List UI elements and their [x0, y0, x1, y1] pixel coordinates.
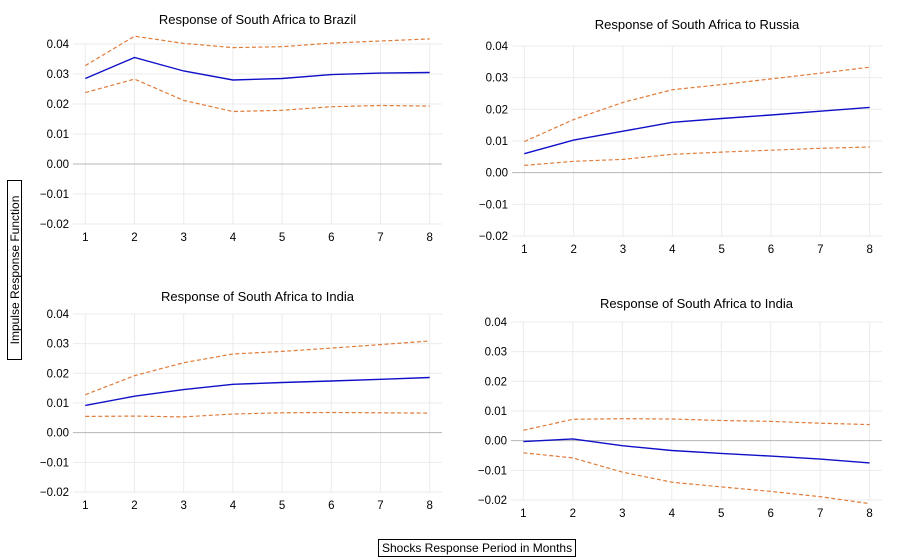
response-line [85, 56, 430, 81]
x-axis-label-box: Shocks Response Period in Months [378, 539, 577, 557]
y-tick-label: 0.04 [485, 317, 508, 329]
x-tick-label: 4 [230, 500, 237, 512]
x-tick-label: 6 [767, 508, 773, 520]
confidence-band-lower [524, 146, 870, 166]
x-tick-label: 4 [669, 244, 676, 256]
y-tick-label: 0.03 [485, 347, 507, 359]
y-tick-label: 0.03 [47, 339, 69, 351]
panel-title: Response of South Africa to Brazil [159, 12, 356, 27]
x-tick-label: 1 [82, 500, 88, 512]
y-tick-label: −0.02 [40, 219, 69, 231]
y-tick-label: 0.01 [486, 136, 508, 148]
y-tick-label: 0.01 [47, 398, 69, 410]
x-tick-label: 8 [866, 508, 872, 520]
y-tick-label: 0.04 [47, 39, 70, 51]
x-tick-label: 1 [82, 232, 88, 244]
x-tick-label: 8 [426, 500, 432, 512]
confidence-band-upper [85, 340, 430, 396]
confidence-band-upper [84, 35, 430, 67]
x-tick-label: 1 [521, 244, 527, 256]
x-tick-label: 6 [328, 500, 334, 512]
panel-1: Response of South Africa to Brazil 1 2 3 4 5 6… [40, 12, 442, 244]
y-tick-label: −0.02 [479, 231, 508, 243]
y-tick-label: 0.00 [485, 436, 507, 448]
y-tick-label: −0.01 [40, 457, 69, 469]
y-tick-label: 0.01 [47, 129, 69, 141]
confidence-band-upper [523, 418, 870, 431]
x-tick-label: 8 [426, 232, 432, 244]
panel-title: Response of South Africa to Russia [595, 17, 800, 32]
y-tick-label: −0.01 [40, 189, 69, 201]
confidence-band-lower [85, 78, 430, 113]
x-tick-label: 4 [669, 508, 676, 520]
y-tick-label: −0.02 [478, 495, 507, 507]
x-tick-label: 3 [620, 244, 626, 256]
confidence-band-lower [85, 411, 430, 418]
x-tick-label: 7 [817, 244, 823, 256]
x-tick-label: 5 [279, 500, 285, 512]
x-tick-label: 4 [230, 232, 237, 244]
x-tick-label: 2 [570, 508, 576, 520]
y-tick-label: 0.02 [47, 368, 69, 380]
y-tick-label: 0.03 [47, 69, 69, 81]
y-tick-label: 0.00 [486, 168, 508, 180]
y-axis-label: Impulse Response Function [7, 195, 22, 345]
y-tick-label: −0.02 [40, 487, 69, 499]
x-tick-label: 2 [131, 232, 137, 244]
y-tick-label: 0.03 [486, 73, 508, 85]
x-tick-label: 7 [817, 508, 823, 520]
confidence-band-upper [524, 66, 870, 143]
x-tick-label: 3 [180, 500, 186, 512]
panel-3: Response of South Africa to India 1 2 3 4 5 6 7… [40, 289, 442, 512]
x-tick-label: 5 [718, 244, 724, 256]
y-tick-label: −0.01 [479, 199, 508, 211]
x-axis-label: Shocks Response Period in Months [382, 541, 573, 555]
panel-title: Response of South Africa to India [600, 296, 794, 311]
x-tick-label: 5 [718, 508, 724, 520]
y-axis-label-box: Impulse Response Function [7, 180, 22, 360]
confidence-band-lower [523, 452, 870, 505]
response-line [523, 438, 870, 464]
x-tick-label: 8 [866, 244, 872, 256]
x-tick-label: 1 [520, 508, 526, 520]
x-tick-label: 5 [279, 232, 285, 244]
x-tick-label: 2 [131, 500, 137, 512]
y-tick-label: 0.01 [485, 406, 507, 418]
y-tick-label: 0.02 [47, 99, 69, 111]
y-tick-label: 0.04 [47, 309, 70, 321]
y-tick-label: 0.00 [47, 159, 69, 171]
y-tick-label: 0.02 [485, 376, 507, 388]
response-line [524, 106, 870, 155]
y-tick-label: 0.02 [486, 104, 508, 116]
y-tick-label: −0.01 [478, 465, 507, 477]
x-tick-label: 6 [328, 232, 334, 244]
panel-2: Response of South Africa to Russia 1 2 3 4 5 6… [479, 17, 882, 256]
response-line [85, 376, 430, 407]
x-tick-label: 3 [619, 508, 625, 520]
x-tick-label: 2 [570, 244, 576, 256]
panel-4: Response of South Africa to India 1 2 3 4 5 6 7… [478, 296, 882, 520]
x-tick-label: 3 [180, 232, 186, 244]
y-tick-label: 0.04 [486, 41, 509, 53]
y-tick-label: 0.00 [47, 428, 69, 440]
x-tick-label: 7 [377, 500, 383, 512]
x-tick-label: 6 [768, 244, 774, 256]
panel-title: Response of South Africa to India [161, 289, 355, 304]
x-tick-label: 7 [377, 232, 383, 244]
